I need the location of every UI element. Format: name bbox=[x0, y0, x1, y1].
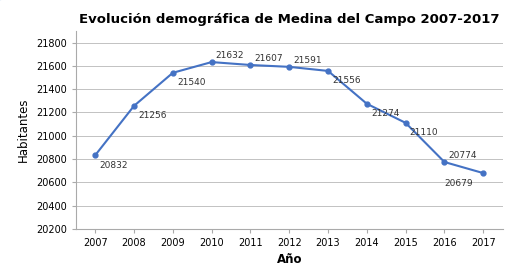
Text: 20774: 20774 bbox=[449, 151, 477, 160]
Y-axis label: Habitantes: Habitantes bbox=[17, 98, 30, 162]
Text: 21607: 21607 bbox=[255, 54, 283, 63]
Text: 21274: 21274 bbox=[371, 109, 399, 118]
Text: 21256: 21256 bbox=[138, 111, 167, 120]
X-axis label: Año: Año bbox=[277, 254, 302, 266]
Text: 20832: 20832 bbox=[99, 161, 128, 170]
Text: 20679: 20679 bbox=[445, 179, 473, 187]
Title: Evolución demográfica de Medina del Campo 2007-2017: Evolución demográfica de Medina del Camp… bbox=[79, 13, 500, 25]
Text: 21632: 21632 bbox=[216, 51, 244, 60]
Text: 21110: 21110 bbox=[410, 128, 438, 137]
Text: 21556: 21556 bbox=[332, 76, 361, 85]
Text: 21540: 21540 bbox=[177, 78, 205, 87]
Text: 21591: 21591 bbox=[293, 56, 322, 65]
